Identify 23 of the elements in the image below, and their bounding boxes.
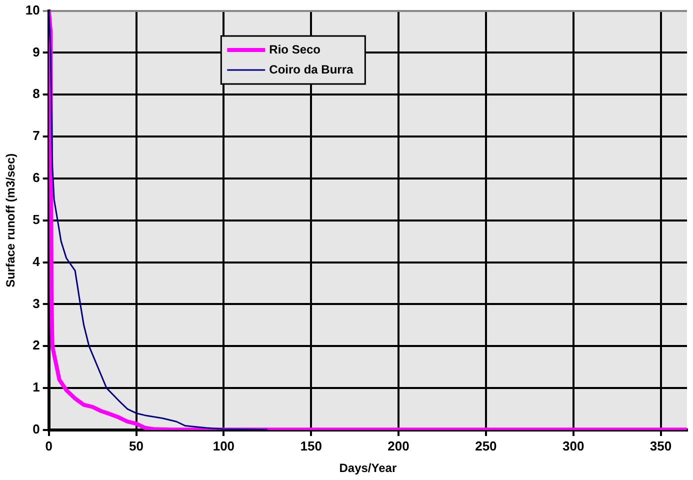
legend-label: Coiro da Burra <box>269 62 354 76</box>
x-tick-label: 50 <box>129 438 144 454</box>
y-tick-label: 8 <box>32 86 40 102</box>
y-tick-label: 3 <box>32 296 40 311</box>
y-tick-label: 5 <box>32 212 40 227</box>
y-tick-label: 1 <box>32 380 40 395</box>
y-tick-label: 0 <box>32 422 40 437</box>
y-tick-label: 2 <box>32 338 40 353</box>
y-tick-label: 9 <box>32 44 40 60</box>
y-axis-title: Surface runoff (m3/sec) <box>4 153 18 288</box>
y-tick-label: 6 <box>32 170 40 186</box>
x-axis-title: Days/Year <box>339 461 397 476</box>
y-tick-label: 10 <box>25 2 40 18</box>
x-tick-label: 350 <box>650 438 672 454</box>
legend-label: Rio Seco <box>269 42 321 56</box>
x-tick-label: 150 <box>300 438 322 454</box>
x-tick-label: 200 <box>388 438 410 454</box>
y-tick-label: 7 <box>32 128 40 144</box>
y-tick-label: 4 <box>32 254 41 269</box>
x-tick-label: 100 <box>212 438 235 454</box>
x-tick-label: 0 <box>45 438 52 454</box>
x-tick-label: 300 <box>562 438 584 454</box>
x-tick-label: 250 <box>475 438 497 454</box>
